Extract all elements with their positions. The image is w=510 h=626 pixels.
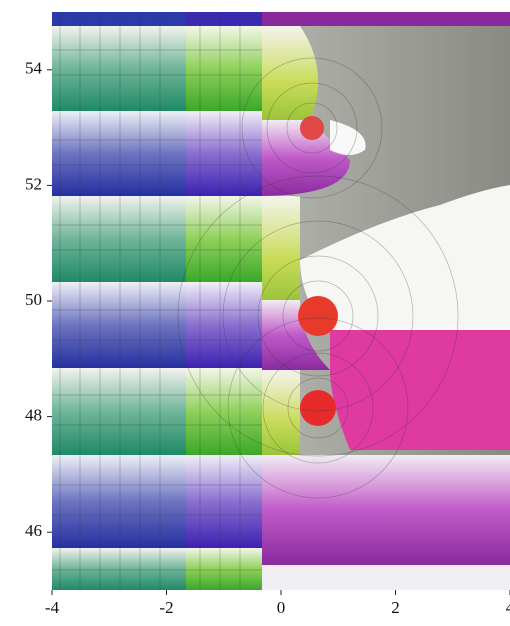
band bbox=[52, 196, 192, 282]
pole bbox=[300, 390, 336, 426]
y-tick-label: 52 bbox=[25, 174, 42, 193]
band bbox=[186, 548, 262, 590]
band bbox=[262, 12, 510, 26]
band bbox=[186, 455, 262, 548]
band bbox=[186, 368, 262, 455]
y-tick-label: 50 bbox=[25, 290, 42, 309]
region bbox=[330, 330, 510, 450]
band bbox=[52, 455, 192, 548]
band bbox=[52, 548, 192, 590]
y-tick-label: 46 bbox=[25, 521, 42, 540]
y-tick-label: 54 bbox=[25, 59, 43, 78]
region bbox=[300, 185, 510, 330]
region bbox=[330, 120, 366, 155]
band bbox=[52, 26, 192, 111]
region bbox=[262, 196, 300, 300]
pole bbox=[298, 296, 338, 336]
band bbox=[186, 111, 262, 196]
region bbox=[262, 370, 300, 455]
axes: -4 -2 0 2 4 46 48 50 52 54 bbox=[25, 59, 510, 617]
x-tick-label: 0 bbox=[277, 598, 286, 617]
band bbox=[186, 196, 262, 282]
mesh bbox=[52, 12, 459, 590]
pole bbox=[300, 116, 324, 140]
band bbox=[52, 111, 192, 196]
x-tick-label: 2 bbox=[391, 598, 400, 617]
region bbox=[262, 120, 350, 196]
x-tick-label: 4 bbox=[506, 598, 510, 617]
domain-coloring-image bbox=[52, 12, 510, 590]
band bbox=[52, 12, 192, 26]
x-tick-label: -2 bbox=[159, 598, 173, 617]
region bbox=[262, 455, 510, 565]
band bbox=[52, 368, 192, 455]
region bbox=[262, 565, 510, 590]
band bbox=[186, 26, 262, 111]
band bbox=[186, 282, 262, 368]
y-tick-label: 48 bbox=[25, 406, 42, 425]
region bbox=[262, 300, 330, 370]
band bbox=[52, 282, 192, 368]
band bbox=[186, 12, 262, 26]
x-tick-label: -4 bbox=[45, 598, 60, 617]
region bbox=[262, 26, 318, 120]
